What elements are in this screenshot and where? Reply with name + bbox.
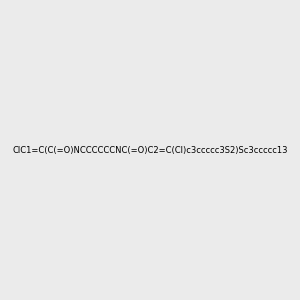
Text: ClC1=C(C(=O)NCCCCCCNC(=O)C2=C(Cl)c3ccccc3S2)Sc3ccccc13: ClC1=C(C(=O)NCCCCCCNC(=O)C2=C(Cl)c3ccccc… (12, 146, 288, 154)
